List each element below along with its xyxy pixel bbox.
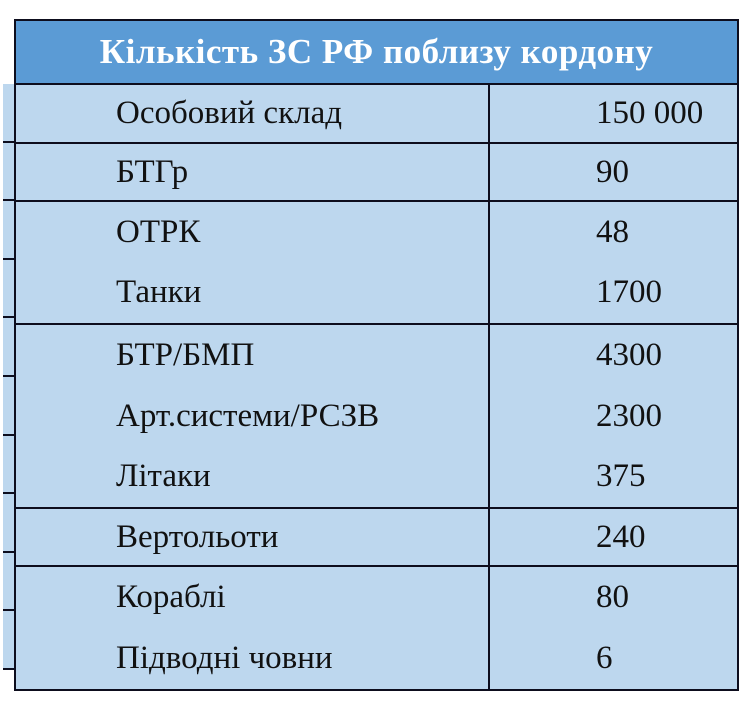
row-value: 4300 (596, 336, 662, 373)
cutoff-cell (3, 552, 14, 612)
table-section: Вертольоти 240 (16, 507, 737, 565)
cutoff-cell (3, 259, 14, 319)
cutoff-cell (3, 376, 14, 436)
row-value: 1700 (596, 274, 662, 311)
value-cell: 48 1700 (490, 202, 737, 323)
row-value: 150 000 (596, 95, 704, 131)
table-section: Кораблі Підводні човни 80 6 (16, 565, 737, 689)
value-cell: 240 (490, 509, 737, 565)
row-label: Арт.системи/РСЗВ (116, 397, 380, 434)
cutoff-cell (3, 84, 14, 143)
table-section: Особовий склад 150 000 (16, 83, 737, 142)
row-value: 90 (596, 153, 629, 190)
row-label: Танки (116, 274, 202, 311)
value-cell: 90 (490, 144, 737, 200)
row-label: Особовий склад (116, 95, 343, 131)
row-label: Підводні човни (116, 640, 333, 676)
label-cell: Вертольоти (16, 509, 490, 565)
row-value: 375 (596, 458, 646, 495)
row-value: 2300 (596, 397, 662, 434)
value-cell: 150 000 (490, 85, 737, 142)
table-title: Кількість ЗС РФ поблизу кордону (16, 21, 737, 83)
row-label: БТГр (116, 153, 189, 190)
cutoff-cell (3, 435, 14, 495)
label-cell: БТГр (16, 144, 490, 200)
cutoff-cell (3, 611, 14, 670)
cutoff-cell (3, 201, 14, 260)
value-cell: 80 6 (490, 567, 737, 689)
cutoff-cell (3, 318, 14, 377)
row-value: 80 (596, 579, 629, 615)
row-label: Кораблі (116, 579, 226, 615)
row-value: 6 (596, 640, 613, 676)
row-label: ОТРК (116, 213, 201, 250)
row-value: 48 (596, 213, 629, 250)
table-section: БТР/БМП Арт.системи/РСЗВ Літаки 4300 2300 375 (16, 323, 737, 507)
cutoff-cell (3, 142, 14, 202)
forces-table: Кількість ЗС РФ поблизу кордону Особовий… (14, 19, 739, 691)
table-section: БТГр 90 (16, 142, 737, 200)
value-cell: 4300 2300 375 (490, 325, 737, 507)
label-cell: БТР/БМП Арт.системи/РСЗВ Літаки (16, 325, 490, 507)
cutoff-cell (3, 494, 14, 553)
label-cell: Кораблі Підводні човни (16, 567, 490, 689)
cutoff-column-artifact (3, 84, 14, 670)
label-cell: Особовий склад (16, 85, 490, 142)
table-section: ОТРК Танки 48 1700 (16, 200, 737, 323)
label-cell: ОТРК Танки (16, 202, 490, 323)
row-value: 240 (596, 518, 646, 555)
row-label: Літаки (116, 458, 211, 495)
row-label: БТР/БМП (116, 336, 255, 373)
row-label: Вертольоти (116, 518, 279, 555)
